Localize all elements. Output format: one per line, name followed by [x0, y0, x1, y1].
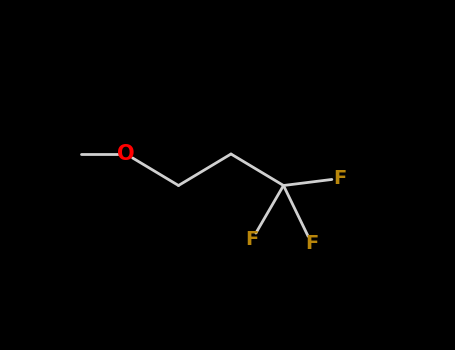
Text: F: F [245, 230, 258, 249]
Text: O: O [117, 144, 135, 164]
Text: F: F [333, 169, 346, 188]
Text: F: F [305, 234, 318, 253]
